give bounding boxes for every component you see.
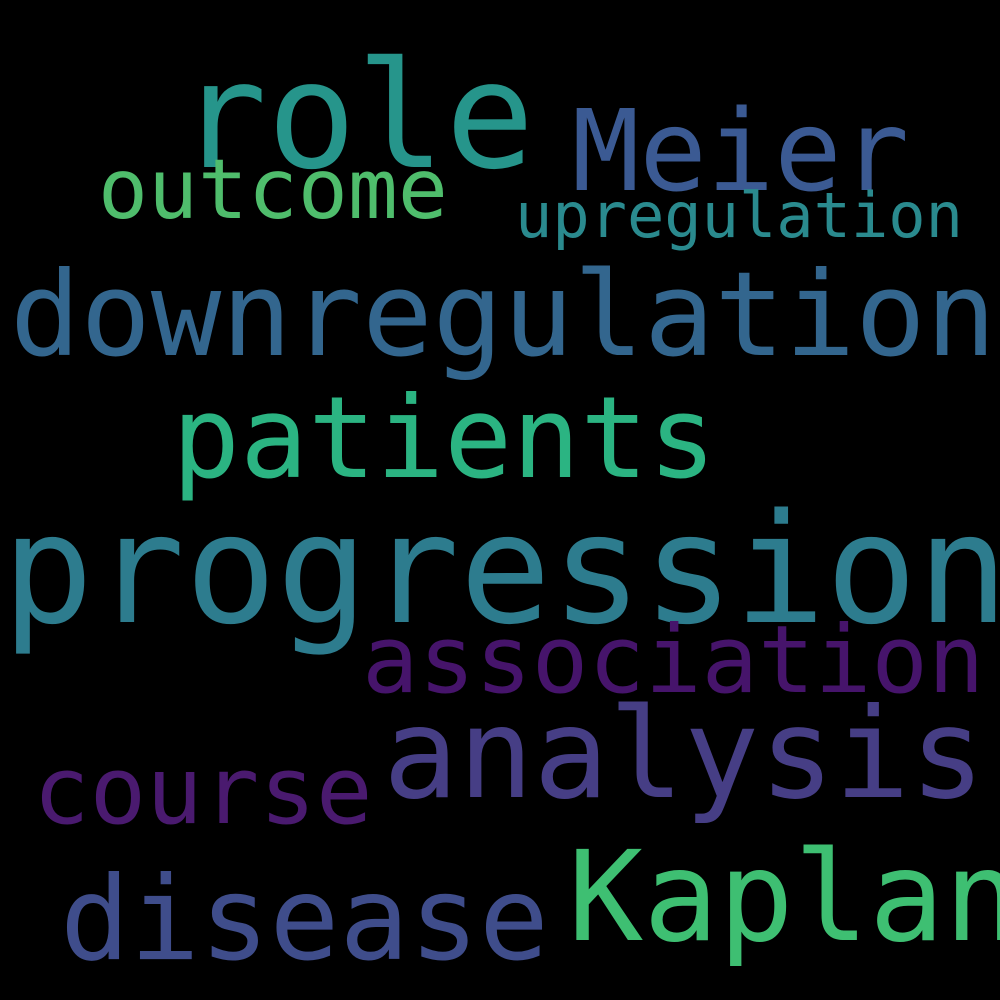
word-outcome: outcome — [98, 141, 448, 238]
word-upregulation: upregulation — [515, 179, 963, 252]
word-downregulation: downregulation — [10, 246, 997, 383]
word-patients: patients — [172, 372, 717, 504]
word-association: association — [362, 606, 985, 715]
word-role: role — [178, 30, 535, 202]
word-analysis: analysis — [383, 682, 986, 827]
word-kaplan: Kaplan — [568, 825, 1000, 970]
word-disease: disease — [60, 852, 549, 987]
word-meier: Meier — [572, 87, 910, 217]
word-progression: progression — [2, 481, 1000, 658]
word-course: course — [33, 737, 373, 846]
